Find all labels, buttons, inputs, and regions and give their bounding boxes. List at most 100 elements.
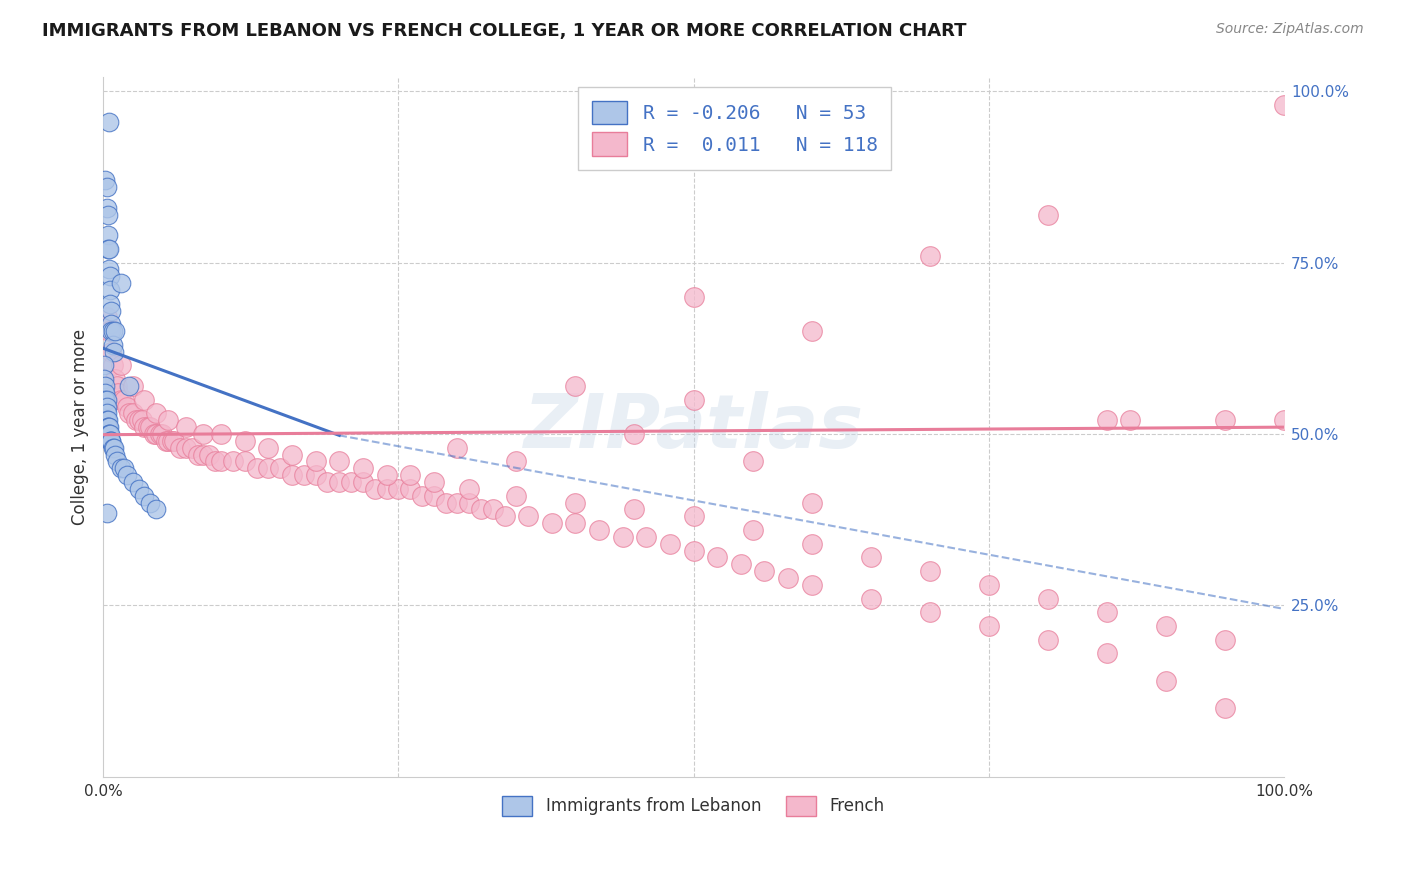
Point [98, 262, 121, 277]
Point [918, 605, 941, 619]
Point [94, 392, 117, 407]
Point [115, 400, 138, 414]
Point [564, 495, 586, 509]
Point [180, 441, 202, 455]
Point [588, 523, 610, 537]
Point [125, 413, 148, 427]
Point [352, 461, 374, 475]
Point [1213, 413, 1236, 427]
Point [98, 427, 121, 442]
Point [505, 454, 527, 468]
Point [163, 434, 186, 448]
Point [128, 413, 150, 427]
Point [800, 324, 823, 338]
Point [281, 468, 304, 483]
Point [1213, 701, 1236, 715]
Point [100, 434, 122, 448]
Point [96, 180, 118, 194]
Point [352, 475, 374, 489]
Point [859, 591, 882, 606]
Point [387, 482, 409, 496]
Point [340, 475, 363, 489]
Point [1036, 632, 1059, 647]
Point [139, 495, 162, 509]
Point [134, 392, 156, 407]
Point [93, 372, 115, 386]
Point [100, 303, 122, 318]
Point [305, 454, 328, 468]
Point [198, 448, 221, 462]
Point [658, 537, 681, 551]
Point [800, 537, 823, 551]
Point [269, 461, 291, 475]
Point [134, 489, 156, 503]
Point [98, 434, 121, 448]
Point [112, 461, 135, 475]
Point [97, 420, 120, 434]
Point [1154, 619, 1177, 633]
Text: IMMIGRANTS FROM LEBANON VS FRENCH COLLEGE, 1 YEAR OR MORE CORRELATION CHART: IMMIGRANTS FROM LEBANON VS FRENCH COLLEG… [42, 22, 967, 40]
Point [97, 228, 120, 243]
Point [800, 495, 823, 509]
Point [104, 372, 127, 386]
Point [446, 441, 468, 455]
Point [100, 324, 122, 338]
Text: ZIPatlas: ZIPatlas [523, 391, 863, 464]
Point [918, 249, 941, 263]
Point [150, 427, 173, 442]
Point [101, 324, 124, 338]
Point [96, 406, 118, 420]
Point [623, 502, 645, 516]
Point [98, 324, 121, 338]
Point [104, 324, 127, 338]
Point [131, 413, 153, 427]
Point [1154, 673, 1177, 688]
Point [96, 400, 118, 414]
Point [118, 379, 141, 393]
Point [187, 448, 209, 462]
Point [145, 406, 167, 420]
Point [1095, 413, 1118, 427]
Point [505, 489, 527, 503]
Point [145, 502, 167, 516]
Point [458, 482, 481, 496]
Point [121, 379, 143, 393]
Point [94, 385, 117, 400]
Point [100, 318, 122, 332]
Point [157, 434, 180, 448]
Point [98, 283, 121, 297]
Point [98, 242, 121, 256]
Point [730, 558, 752, 572]
Point [94, 173, 117, 187]
Point [399, 468, 422, 483]
Point [977, 578, 1000, 592]
Point [233, 454, 256, 468]
Point [257, 441, 280, 455]
Point [98, 115, 121, 129]
Point [257, 461, 280, 475]
Point [149, 427, 172, 442]
Point [1272, 98, 1295, 112]
Point [96, 201, 118, 215]
Point [281, 448, 304, 462]
Point [110, 461, 132, 475]
Point [209, 454, 232, 468]
Point [101, 338, 124, 352]
Point [246, 461, 269, 475]
Point [96, 310, 118, 325]
Point [97, 208, 120, 222]
Point [1272, 413, 1295, 427]
Point [977, 619, 1000, 633]
Point [1213, 632, 1236, 647]
Point [169, 441, 191, 455]
Point [96, 413, 118, 427]
Point [328, 475, 350, 489]
Point [859, 550, 882, 565]
Legend: Immigrants from Lebanon, French: Immigrants from Lebanon, French [494, 788, 893, 824]
Point [209, 427, 232, 442]
Point [741, 523, 763, 537]
Point [96, 506, 118, 520]
Point [494, 509, 516, 524]
Point [316, 475, 339, 489]
Point [121, 406, 143, 420]
